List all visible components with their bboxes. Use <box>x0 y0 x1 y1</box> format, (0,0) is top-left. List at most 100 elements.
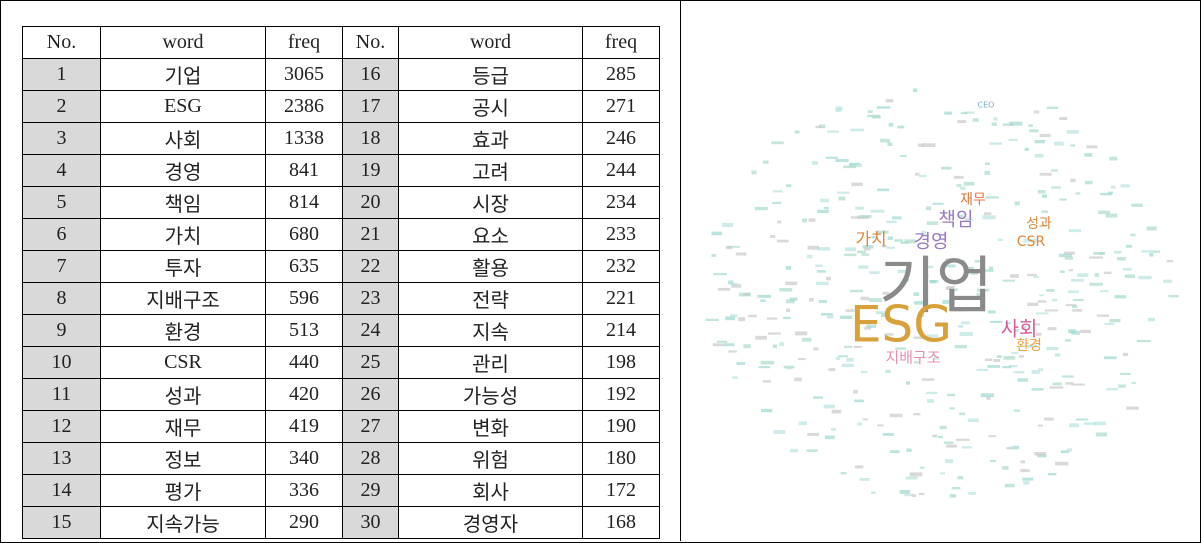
cloud-speck <box>929 280 939 283</box>
cloud-speck <box>861 253 870 256</box>
table-cell: 340 <box>265 442 343 475</box>
table-row: No. word freq No. word freq <box>22 26 660 59</box>
cloud-speck <box>848 163 862 168</box>
cloud-speck <box>911 494 916 497</box>
cloud-speck <box>841 363 854 368</box>
cloud-speck <box>984 358 993 361</box>
cloud-speck <box>1051 298 1058 302</box>
cloud-speck <box>919 174 927 178</box>
table-cell: 사회 <box>100 122 266 155</box>
cloud-speck <box>1066 448 1073 452</box>
cloud-speck <box>1070 144 1076 147</box>
cloud-speck <box>1036 454 1047 458</box>
cloud-speck <box>736 362 746 365</box>
cloud-speck <box>773 430 786 434</box>
table-row: 12 재무 419 27 변화 190 <box>22 410 660 443</box>
cloud-speck <box>1104 322 1115 325</box>
cloud-speck <box>959 332 973 336</box>
cloud-speck <box>786 184 792 187</box>
cloud-speck <box>1062 375 1074 378</box>
cloud-speck <box>772 344 777 349</box>
cloud-speck <box>990 320 1003 323</box>
cloud-speck <box>1027 302 1039 306</box>
cloud-speck <box>839 315 853 320</box>
cloud-speck <box>721 222 734 227</box>
cloud-speck <box>1125 244 1132 248</box>
cloud-speck <box>860 370 868 374</box>
cloud-speck <box>777 220 782 224</box>
cloud-speck <box>1068 229 1082 233</box>
table-cell: 경영 <box>100 154 266 187</box>
cloud-word: 경영 <box>914 231 949 253</box>
table-cell: 4 <box>22 154 101 187</box>
cloud-speck <box>858 265 869 269</box>
cloud-speck <box>813 347 819 351</box>
table-cell: 814 <box>265 186 343 219</box>
cloud-speck <box>851 182 863 187</box>
cloud-speck <box>815 264 823 268</box>
cloud-speck <box>880 313 886 318</box>
cloud-speck <box>727 245 741 249</box>
table-cell: 요소 <box>398 218 583 251</box>
cloud-speck <box>904 239 916 244</box>
cloud-speck <box>997 238 1003 242</box>
cloud-speck <box>1037 424 1043 427</box>
table-cell: 419 <box>265 410 343 443</box>
table-cell: 27 <box>342 410 399 443</box>
cloud-speck <box>951 486 961 490</box>
cloud-speck <box>913 336 925 339</box>
cloud-speck <box>943 441 954 444</box>
cloud-speck <box>837 191 850 194</box>
cloud-word: 책임 <box>939 209 974 231</box>
cloud-speck <box>944 111 953 115</box>
cloud-speck <box>875 230 889 234</box>
table-cell: 활용 <box>398 250 583 283</box>
cloud-speck <box>728 350 737 353</box>
table-cell: 위험 <box>398 442 583 475</box>
table-cell: 513 <box>265 314 343 347</box>
cloud-speck <box>807 245 819 250</box>
cloud-speck <box>825 276 831 281</box>
cloud-speck <box>1004 483 1015 488</box>
cloud-speck <box>1060 450 1070 454</box>
cloud-speck <box>987 310 996 314</box>
table-row: 14 평가 336 29 회사 172 <box>22 474 660 507</box>
cloud-speck <box>1072 298 1084 301</box>
cloud-speck <box>960 112 968 115</box>
cloud-speck <box>1141 250 1155 253</box>
table-cell: 회사 <box>398 474 583 507</box>
cloud-speck <box>860 296 870 301</box>
cloud-speck <box>1054 353 1061 357</box>
cloud-speck <box>717 288 731 291</box>
cloud-speck <box>909 472 923 477</box>
cloud-speck <box>1020 469 1030 473</box>
table-cell: 시장 <box>398 186 583 219</box>
cloud-speck <box>867 114 880 118</box>
cloud-speck <box>771 141 784 145</box>
table-cell: 환경 <box>100 314 266 347</box>
cloud-speck <box>953 175 964 179</box>
cloud-speck <box>862 245 874 249</box>
cloud-speck <box>761 408 773 413</box>
cloud-speck <box>897 125 904 129</box>
cloud-speck <box>1153 250 1160 253</box>
cloud-speck <box>1022 477 1034 481</box>
cloud-speck <box>844 253 857 257</box>
table-cell: 420 <box>265 378 343 411</box>
cloud-speck <box>913 301 924 305</box>
table-row: 6 가치 680 21 요소 233 <box>22 218 660 251</box>
cloud-speck <box>1131 203 1143 207</box>
frequency-table: No. word freq No. word freq 1 기업 3065 16 등급 285 2 ESG… <box>22 26 660 539</box>
cloud-speck <box>871 235 876 239</box>
cloud-speck <box>1168 294 1179 298</box>
cloud-speck <box>844 345 853 348</box>
cloud-word: 지배구조 <box>885 349 940 367</box>
table-cell: 24 <box>342 314 399 347</box>
cloud-speck <box>758 366 771 369</box>
cloud-speck <box>1002 123 1014 126</box>
cloud-speck <box>1008 138 1018 141</box>
cloud-speck <box>1114 295 1127 299</box>
table-cell: 23 <box>342 282 399 315</box>
cloud-speck <box>845 309 855 312</box>
cloud-speck <box>1031 388 1044 391</box>
